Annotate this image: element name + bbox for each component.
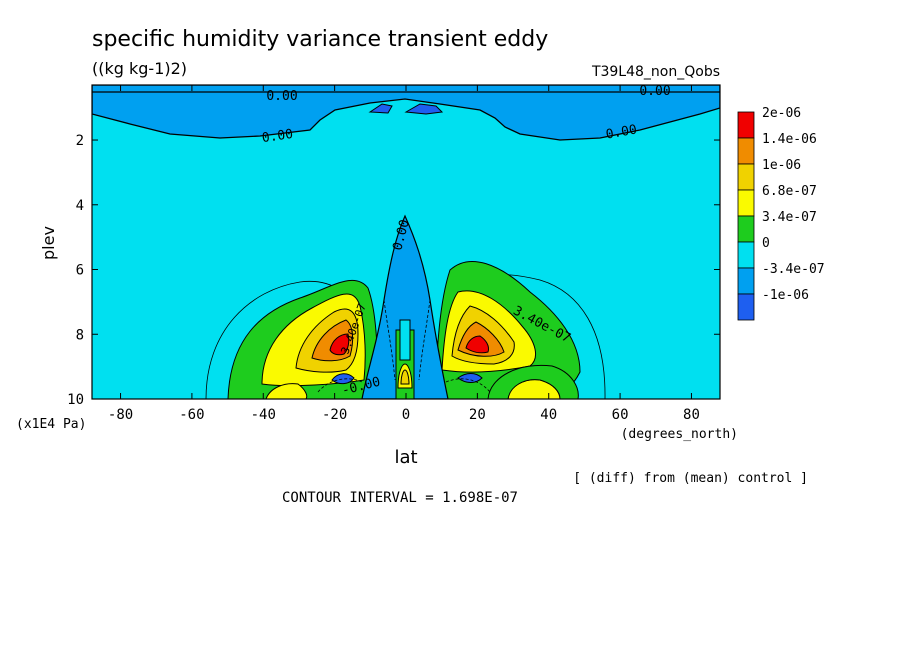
run-label: T39L48_non_Qobs <box>591 64 720 80</box>
left-lower-yellow <box>265 383 308 399</box>
right-negative-pocket <box>457 373 483 383</box>
colorbar-swatch <box>737 163 755 191</box>
colorbar-label: 1e-06 <box>762 158 801 173</box>
equator-gold-cell <box>400 369 410 385</box>
right-lower-green <box>487 364 579 399</box>
contour-label: 0.00 <box>266 89 297 104</box>
colorbar-label: 3.4e-07 <box>762 210 817 225</box>
upper-negative-island-left <box>368 103 393 114</box>
equator-cyan-column <box>399 319 411 361</box>
colorbar-label: 6.8e-07 <box>762 184 817 199</box>
left-lobe-red <box>329 333 350 356</box>
x-tick-label: 0 <box>402 407 410 423</box>
colorbar-swatch <box>737 137 755 165</box>
right-lobe-red <box>465 335 489 354</box>
x-tick-label: 20 <box>469 407 486 423</box>
colorbar-swatch <box>737 111 755 139</box>
dashed-negative-contours <box>317 299 491 393</box>
diff-note: [ (diff) from (mean) control ] <box>573 471 808 486</box>
colorbar-swatch <box>737 267 755 295</box>
y-tick-label: 4 <box>76 198 84 214</box>
y-tick-label: 6 <box>76 263 84 279</box>
upper-negative-island-right <box>404 103 444 115</box>
x-axis-units: (degrees_north) <box>621 427 738 442</box>
x-tick-label: 80 <box>683 407 700 423</box>
colorbar-label: 1.4e-06 <box>762 132 817 147</box>
x-tick-label: -40 <box>251 407 276 423</box>
y-axis-title: plev <box>39 226 58 260</box>
contour-label: 0.00 <box>605 122 638 142</box>
x-tick-label: 60 <box>612 407 629 423</box>
chart-units: ((kg kg-1)2) <box>92 59 187 78</box>
contour-interval-text: CONTOUR INTERVAL = 1.698E-07 <box>282 490 518 506</box>
colorbar-swatch <box>737 241 755 269</box>
x-tick-label: 40 <box>540 407 557 423</box>
contour-field <box>92 85 720 399</box>
colorbar-swatch <box>737 215 755 243</box>
x-tick-label: -20 <box>322 407 347 423</box>
left-negative-pocket <box>331 373 355 385</box>
y-tick-label: 8 <box>76 327 84 343</box>
colorbar-label: 0 <box>762 236 770 251</box>
upper-negative-band <box>92 85 720 141</box>
y-tick-label: 2 <box>76 133 84 149</box>
colorbar-label: -3.4e-07 <box>762 262 825 277</box>
axes: -80 -60 -40 -20 0 20 40 60 80 2 4 6 8 10 <box>67 85 720 423</box>
colorbar: 2e-06 1.4e-06 1e-06 6.8e-07 3.4e-07 0 -3.4e-07… <box>737 106 825 321</box>
central-negative-tongue <box>361 214 449 399</box>
x-tick-label: -80 <box>108 407 133 423</box>
y-tick-label: 10 <box>67 392 84 408</box>
colorbar-swatch <box>737 293 755 321</box>
contour-label: 0.00 <box>261 127 294 146</box>
x-tick-label: -60 <box>179 407 204 423</box>
chart-title: specific humidity variance transient edd… <box>92 27 548 52</box>
y-axis-units: (x1E4 Pa) <box>16 417 86 432</box>
contour-label: 0.00 <box>639 84 670 99</box>
colorbar-label: 2e-06 <box>762 106 801 121</box>
colorbar-swatch <box>737 189 755 217</box>
x-axis-title: lat <box>394 447 417 468</box>
colorbar-label: -1e-06 <box>762 288 809 303</box>
